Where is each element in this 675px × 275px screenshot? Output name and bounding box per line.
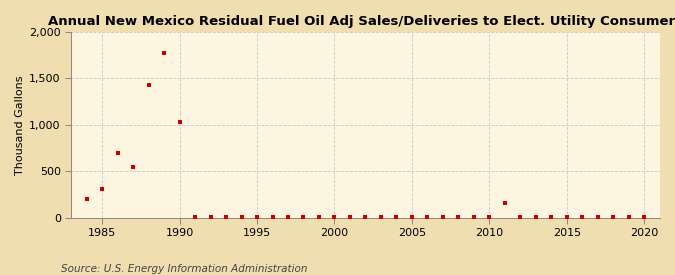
Point [112,150,123,155]
Point [639,215,649,219]
Point [174,120,185,124]
Point [329,215,340,219]
Point [81,197,92,201]
Point [221,215,232,219]
Point [236,215,247,219]
Point [484,215,495,219]
Point [143,83,154,87]
Point [314,215,325,219]
Point [531,215,541,219]
Point [422,215,433,219]
Point [97,187,107,191]
Y-axis label: Thousand Gallons: Thousand Gallons [15,75,25,175]
Point [283,215,294,219]
Text: Source: U.S. Energy Information Administration: Source: U.S. Energy Information Administ… [61,264,307,274]
Point [437,215,448,219]
Point [500,201,510,205]
Point [360,215,371,219]
Point [468,215,479,219]
Point [159,51,169,55]
Point [406,215,417,219]
Point [375,215,386,219]
Point [623,215,634,219]
Point [546,215,557,219]
Point [453,215,464,219]
Point [562,215,572,219]
Point [190,215,200,219]
Title: Annual New Mexico Residual Fuel Oil Adj Sales/Deliveries to Elect. Utility Consu: Annual New Mexico Residual Fuel Oil Adj … [48,15,675,28]
Point [205,215,216,219]
Point [252,215,263,219]
Point [267,215,278,219]
Point [128,165,138,169]
Point [608,215,618,219]
Point [577,215,588,219]
Point [515,215,526,219]
Point [592,215,603,219]
Point [391,215,402,219]
Point [298,215,309,219]
Point [344,215,355,219]
